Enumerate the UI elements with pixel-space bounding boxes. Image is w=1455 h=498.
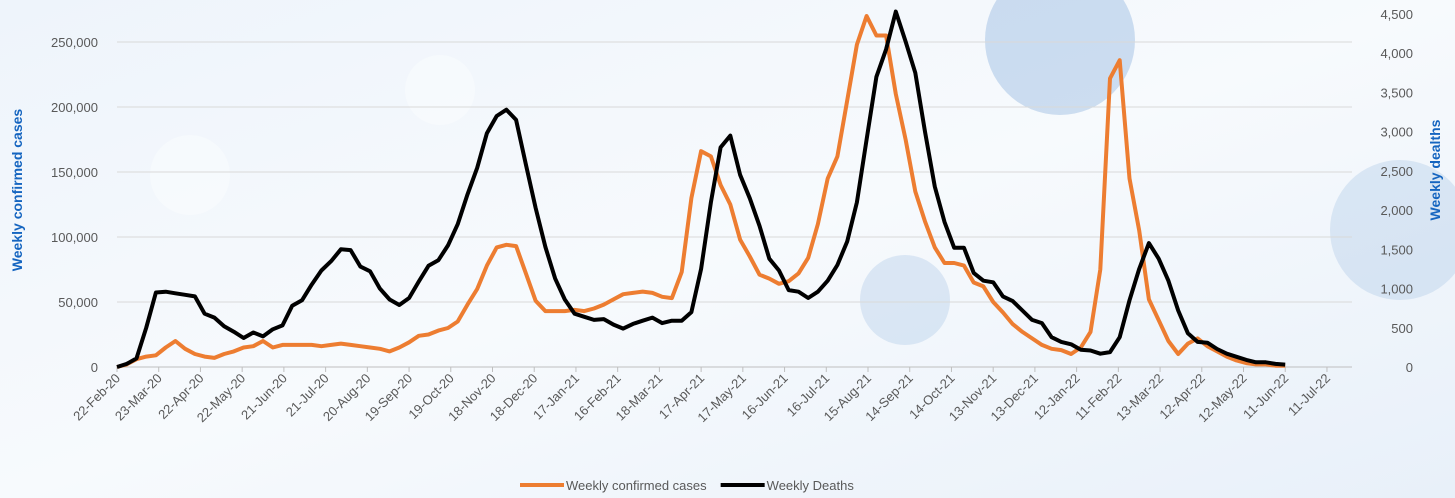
y2-tick-label: 1,000 [1380,282,1413,297]
y2-tick-label: 500 [1391,321,1413,336]
y2-tick-label: 3,500 [1380,85,1413,100]
background [0,0,1455,498]
legend-label: Weekly Deaths [767,478,855,493]
y2-tick-label: 3,000 [1380,125,1413,140]
y-tick-label: 150,000 [51,165,98,180]
y-tick-label: 200,000 [51,100,98,115]
y-tick-label: 0 [91,360,98,375]
legend-label: Weekly confirmed cases [566,478,707,493]
y2-tick-label: 1,500 [1380,242,1413,257]
y2-tick-label: 2,500 [1380,164,1413,179]
y2-tick-label: 2,000 [1380,203,1413,218]
y-tick-label: 250,000 [51,35,98,50]
y2-tick-label: 4,000 [1380,46,1413,61]
y2-axis-title: Weekly dealths [1427,119,1443,220]
y2-tick-label: 0 [1406,360,1413,375]
y-tick-label: 50,000 [58,295,98,310]
chart: Weekly confirmed cases Weekly dealths 0 5… [0,0,1455,498]
y2-tick-label: 4,500 [1380,7,1413,22]
y-tick-label: 100,000 [51,230,98,245]
y-axis-title: Weekly confirmed cases [9,109,25,272]
